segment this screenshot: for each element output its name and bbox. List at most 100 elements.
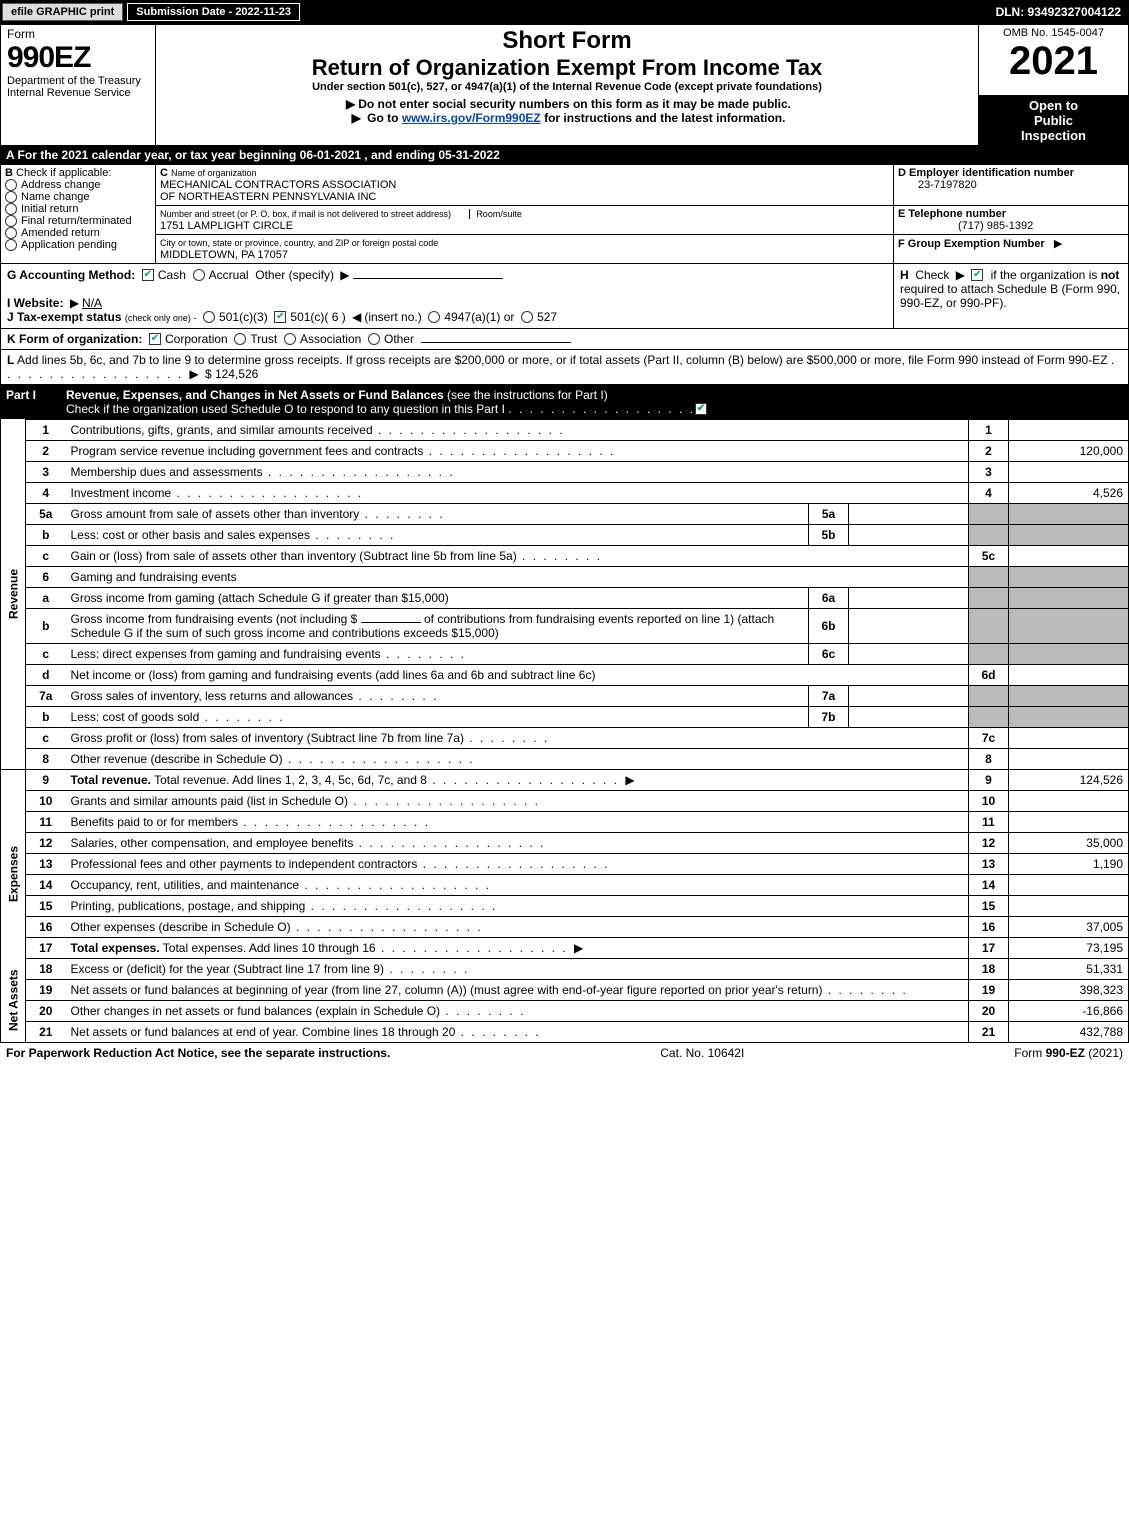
amended-return-label: Amended return	[21, 227, 100, 239]
section-c-street-cell: Number and street (or P. O. box, if mail…	[156, 205, 894, 234]
section-l-row: L Add lines 5b, 6c, and 7b to line 9 to …	[0, 350, 1129, 385]
arrow-icon	[622, 773, 637, 787]
short-form-title: Short Form	[162, 27, 972, 55]
6b-amount-input[interactable]	[361, 622, 421, 623]
table-row: 14 Occupancy, rent, utilities, and maint…	[1, 874, 1129, 895]
table-row: b Less: cost or other basis and sales ex…	[1, 524, 1129, 545]
association-radio[interactable]	[284, 332, 300, 346]
arrow-icon	[953, 268, 968, 282]
section-e-cell: E Telephone number (717) 985-1392	[894, 205, 1129, 234]
line-9-value: 124,526	[1009, 769, 1129, 790]
table-row: Revenue 1 Contributions, gifts, grants, …	[1, 419, 1129, 440]
arrow-icon	[186, 367, 201, 381]
501c-checkbox[interactable]	[274, 310, 290, 324]
application-pending-radio[interactable]	[5, 239, 21, 251]
table-row: 7a Gross sales of inventory, less return…	[1, 685, 1129, 706]
header-table: Form 990EZ Department of the TreasuryInt…	[0, 24, 1129, 146]
city-value: MIDDLETOWN, PA 17057	[160, 249, 288, 261]
527-radio[interactable]	[521, 310, 537, 324]
tax-year: 2021	[985, 39, 1122, 84]
other-org-radio[interactable]	[368, 332, 384, 346]
name-change-label: Name change	[21, 191, 90, 203]
schedule-o-used-checkbox[interactable]	[695, 402, 711, 416]
table-row: 11 Benefits paid to or for members 11	[1, 811, 1129, 832]
accrual-radio[interactable]	[193, 268, 209, 282]
cash-checkbox[interactable]	[142, 268, 158, 282]
arrow-icon	[571, 941, 586, 955]
table-row: Net Assets 18 Excess or (deficit) for th…	[1, 958, 1129, 979]
website-value: N/A	[82, 296, 102, 310]
cat-number: Cat. No. 10642I	[660, 1046, 744, 1060]
line-18-value: 51,331	[1009, 958, 1129, 979]
section-g-cell: G Accounting Method: Cash Accrual Other …	[1, 264, 894, 329]
table-row: 20 Other changes in net assets or fund b…	[1, 1000, 1129, 1021]
initial-return-label: Initial return	[21, 203, 78, 215]
table-row: 19 Net assets or fund balances at beginn…	[1, 979, 1129, 1000]
form-ref: Form 990-EZ (2021)	[1014, 1046, 1123, 1060]
501c3-radio[interactable]	[203, 310, 219, 324]
table-row: 5a Gross amount from sale of assets othe…	[1, 503, 1129, 524]
arrow-icon	[349, 111, 364, 125]
final-return-label: Final return/terminated	[21, 215, 132, 227]
address-change-label: Address change	[21, 179, 101, 191]
line-2-value: 120,000	[1009, 440, 1129, 461]
efile-graphic-print-button[interactable]: efile GRAPHIC print	[2, 3, 123, 21]
arrow-icon	[343, 97, 358, 111]
schedule-b-not-required-checkbox[interactable]	[971, 268, 987, 282]
table-row: a Gross income from gaming (attach Sched…	[1, 587, 1129, 608]
gh-table: G Accounting Method: Cash Accrual Other …	[0, 264, 1129, 329]
dln-label: DLN: 93492327004122	[996, 5, 1129, 19]
corporation-checkbox[interactable]	[149, 332, 165, 346]
section-f-cell: F Group Exemption Number	[894, 234, 1129, 263]
return-title: Return of Organization Exempt From Incom…	[162, 55, 972, 81]
table-row: b Gross income from fundraising events (…	[1, 608, 1129, 643]
go-to-text: Go to www.irs.gov/Form990EZ for instruct…	[162, 111, 972, 125]
line-13-value: 1,190	[1009, 853, 1129, 874]
info-table: B Check if applicable: Address change Na…	[0, 164, 1129, 264]
initial-return-radio[interactable]	[5, 203, 21, 215]
section-c-name-cell: C Name of organization MECHANICAL CONTRA…	[156, 164, 894, 205]
table-row: 15 Printing, publications, postage, and …	[1, 895, 1129, 916]
name-change-radio[interactable]	[5, 191, 21, 203]
section-c-city-cell: City or town, state or province, country…	[156, 234, 894, 263]
line-19-value: 398,323	[1009, 979, 1129, 1000]
table-row: 17 Total expenses. Total expenses. Add l…	[1, 937, 1129, 958]
line-12-value: 35,000	[1009, 832, 1129, 853]
paperwork-notice: For Paperwork Reduction Act Notice, see …	[6, 1046, 390, 1060]
top-bar: efile GRAPHIC print Submission Date - 20…	[0, 0, 1129, 24]
section-d-cell: D Employer identification number 23-7197…	[894, 164, 1129, 205]
footer: For Paperwork Reduction Act Notice, see …	[0, 1043, 1129, 1063]
application-pending-label: Application pending	[21, 239, 117, 251]
org-name-1: MECHANICAL CONTRACTORS ASSOCIATION	[160, 179, 396, 191]
line-17-value: 73,195	[1009, 937, 1129, 958]
section-k-row: K Form of organization: Corporation Trus…	[0, 329, 1129, 350]
table-row: 6 Gaming and fundraising events	[1, 566, 1129, 587]
trust-radio[interactable]	[234, 332, 250, 346]
table-row: d Net income or (loss) from gaming and f…	[1, 664, 1129, 685]
final-return-radio[interactable]	[5, 215, 21, 227]
table-row: c Less: direct expenses from gaming and …	[1, 643, 1129, 664]
irs-link[interactable]: www.irs.gov/Form990EZ	[402, 111, 541, 125]
submission-date-label: Submission Date - 2022-11-23	[127, 3, 300, 21]
other-org-input[interactable]	[421, 342, 571, 343]
open-to-public-box: Open to Public Inspection	[979, 95, 1129, 145]
lines-table: Revenue 1 Contributions, gifts, grants, …	[0, 419, 1129, 1043]
table-row: 8 Other revenue (describe in Schedule O)…	[1, 748, 1129, 769]
department-label: Department of the TreasuryInternal Reven…	[7, 75, 149, 99]
part-1-header: Part I Revenue, Expenses, and Changes in…	[0, 385, 1129, 419]
line-16-value: 37,005	[1009, 916, 1129, 937]
other-method-input[interactable]	[353, 278, 503, 279]
street-value: 1751 LAMPLIGHT CIRCLE	[160, 220, 293, 232]
ein-value: 23-7197820	[898, 179, 977, 191]
table-row: 12 Salaries, other compensation, and emp…	[1, 832, 1129, 853]
amended-return-radio[interactable]	[5, 227, 21, 239]
arrow-icon	[337, 268, 352, 282]
gross-receipts-value: $ 124,526	[205, 367, 258, 381]
line-20-value: -16,866	[1009, 1000, 1129, 1021]
table-row: 21 Net assets or fund balances at end of…	[1, 1021, 1129, 1042]
net-assets-side-label: Net Assets	[1, 958, 26, 1042]
line-21-value: 432,788	[1009, 1021, 1129, 1042]
table-row: c Gain or (loss) from sale of assets oth…	[1, 545, 1129, 566]
4947-radio[interactable]	[428, 310, 444, 324]
address-change-radio[interactable]	[5, 179, 21, 191]
